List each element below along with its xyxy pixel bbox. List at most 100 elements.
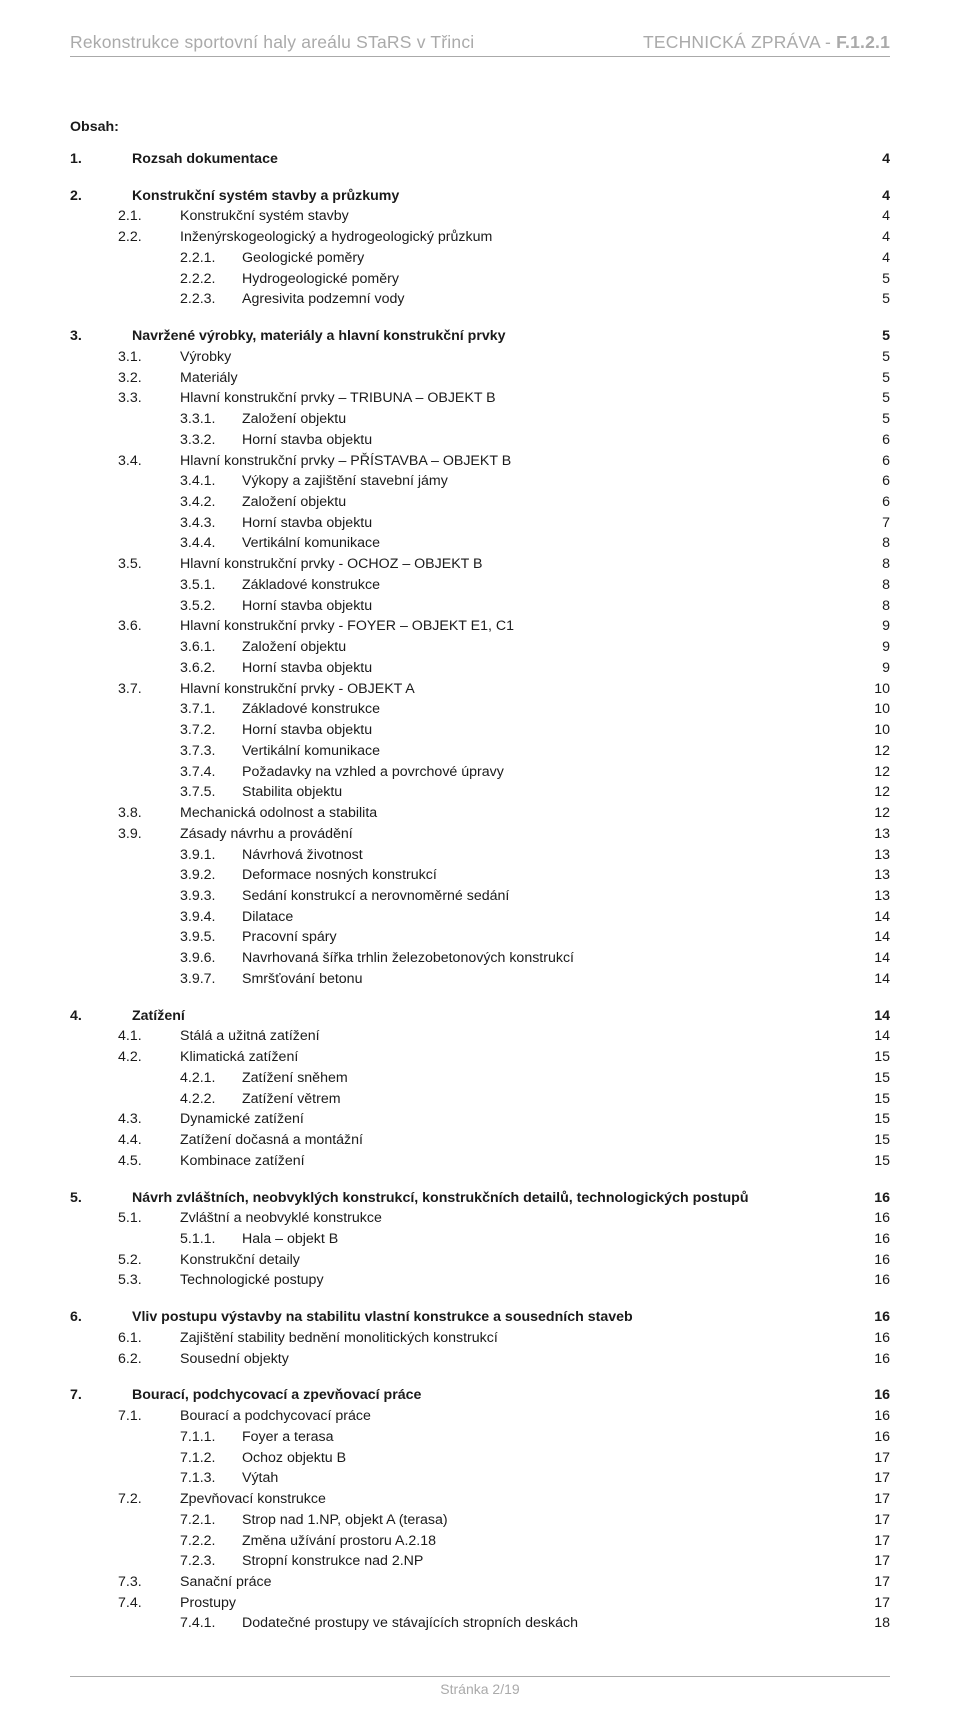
toc-number: 6.2.	[118, 1349, 180, 1370]
toc-page: 4	[862, 227, 890, 248]
toc-page: 5	[862, 409, 890, 430]
toc-row-level3: 3.3.2.Horní stavba objektu6	[70, 430, 890, 451]
toc-number: 3.7.1.	[180, 699, 242, 720]
toc-number: 7.4.1.	[180, 1613, 242, 1634]
toc-number: 3.3.2.	[180, 430, 242, 451]
toc-number: 5.1.1.	[180, 1229, 242, 1250]
toc-page: 4	[862, 206, 890, 227]
toc-number: 3.3.1.	[180, 409, 242, 430]
toc-text: Zatížení dočasná a montážní	[180, 1130, 862, 1151]
toc-row-level3: 5.1.1.Hala – objekt B16	[70, 1229, 890, 1250]
table-of-contents: 1.Rozsah dokumentace42.Konstrukční systé…	[70, 149, 890, 1634]
toc-text: Stabilita objektu	[242, 782, 862, 803]
toc-page: 16	[862, 1208, 890, 1229]
toc-row-level3: 2.2.1.Geologické poměry4	[70, 248, 890, 269]
header-left: Rekonstrukce sportovní haly areálu STaRS…	[70, 32, 474, 53]
toc-number: 3.7.4.	[180, 762, 242, 783]
toc-number: 3.7.3.	[180, 741, 242, 762]
toc-page: 10	[862, 720, 890, 741]
toc-text: Rozsah dokumentace	[132, 149, 862, 170]
toc-row-level1: 6.Vliv postupu výstavby na stabilitu vla…	[70, 1307, 890, 1328]
toc-number: 7.1.3.	[180, 1468, 242, 1489]
toc-text: Návrhová životnost	[242, 845, 862, 866]
toc-text: Základové konstrukce	[242, 575, 862, 596]
toc-row-level2: 3.7.Hlavní konstrukční prvky - OBJEKT A1…	[70, 679, 890, 700]
toc-row-level2: 3.3.Hlavní konstrukční prvky – TRIBUNA –…	[70, 388, 890, 409]
toc-text: Hlavní konstrukční prvky – TRIBUNA – OBJ…	[180, 388, 862, 409]
toc-page: 16	[862, 1270, 890, 1291]
toc-number: 3.9.2.	[180, 865, 242, 886]
toc-page: 14	[862, 907, 890, 928]
toc-number: 6.	[70, 1307, 132, 1328]
toc-row-level3: 7.2.3.Stropní konstrukce nad 2.NP17	[70, 1551, 890, 1572]
toc-text: Navržené výrobky, materiály a hlavní kon…	[132, 326, 862, 347]
toc-row-level2: 3.8.Mechanická odolnost a stabilita12	[70, 803, 890, 824]
toc-page: 9	[862, 637, 890, 658]
toc-number: 4.5.	[118, 1151, 180, 1172]
toc-text: Založení objektu	[242, 409, 862, 430]
toc-text: Hlavní konstrukční prvky - OCHOZ – OBJEK…	[180, 554, 862, 575]
toc-row-level2: 7.4.Prostupy17	[70, 1593, 890, 1614]
toc-row-level3: 7.1.1.Foyer a terasa16	[70, 1427, 890, 1448]
toc-page: 8	[862, 533, 890, 554]
toc-number: 3.5.2.	[180, 596, 242, 617]
toc-row-level2: 4.1.Stálá a užitná zatížení14	[70, 1026, 890, 1047]
toc-page: 17	[862, 1468, 890, 1489]
toc-row-level1: 7.Bourací, podchycovací a zpevňovací prá…	[70, 1385, 890, 1406]
toc-text: Materiály	[180, 368, 862, 389]
toc-number: 2.	[70, 186, 132, 207]
toc-number: 3.1.	[118, 347, 180, 368]
toc-page: 15	[862, 1151, 890, 1172]
toc-page: 6	[862, 471, 890, 492]
toc-row-level3: 3.7.3.Vertikální komunikace12	[70, 741, 890, 762]
toc-text: Výrobky	[180, 347, 862, 368]
toc-text: Zajištění stability bednění monolitickýc…	[180, 1328, 862, 1349]
toc-number: 3.4.2.	[180, 492, 242, 513]
toc-page: 17	[862, 1510, 890, 1531]
toc-number: 3.9.3.	[180, 886, 242, 907]
toc-text: Sedání konstrukcí a nerovnoměrné sedání	[242, 886, 862, 907]
toc-row-level2: 3.6.Hlavní konstrukční prvky - FOYER – O…	[70, 616, 890, 637]
toc-row-level3: 3.5.1.Základové konstrukce8	[70, 575, 890, 596]
toc-page: 17	[862, 1448, 890, 1469]
toc-text: Horní stavba objektu	[242, 720, 862, 741]
toc-page: 8	[862, 575, 890, 596]
toc-page: 6	[862, 492, 890, 513]
toc-page: 5	[862, 326, 890, 347]
toc-page: 16	[862, 1229, 890, 1250]
toc-number: 4.2.	[118, 1047, 180, 1068]
toc-number: 6.1.	[118, 1328, 180, 1349]
toc-text: Deformace nosných konstrukcí	[242, 865, 862, 886]
toc-number: 3.3.	[118, 388, 180, 409]
toc-row-level3: 3.9.4.Dilatace14	[70, 907, 890, 928]
toc-page: 6	[862, 451, 890, 472]
toc-page: 7	[862, 513, 890, 534]
toc-page: 17	[862, 1551, 890, 1572]
toc-row-level3: 3.9.6.Navrhovaná šířka trhlin železobeto…	[70, 948, 890, 969]
toc-row-level2: 3.5.Hlavní konstrukční prvky - OCHOZ – O…	[70, 554, 890, 575]
toc-text: Vliv postupu výstavby na stabilitu vlast…	[132, 1307, 862, 1328]
toc-text: Konstrukční detaily	[180, 1250, 862, 1271]
toc-page: 8	[862, 596, 890, 617]
toc-text: Konstrukční systém stavby a průzkumy	[132, 186, 862, 207]
toc-page: 14	[862, 948, 890, 969]
toc-text: Foyer a terasa	[242, 1427, 862, 1448]
toc-page: 4	[862, 248, 890, 269]
toc-text: Zatížení větrem	[242, 1089, 862, 1110]
toc-row-level3: 3.9.1.Návrhová životnost13	[70, 845, 890, 866]
toc-number: 3.7.	[118, 679, 180, 700]
toc-number: 3.	[70, 326, 132, 347]
toc-number: 3.9.4.	[180, 907, 242, 928]
toc-row-level3: 2.2.2.Hydrogeologické poměry5	[70, 269, 890, 290]
toc-row-level2: 6.1.Zajištění stability bednění monoliti…	[70, 1328, 890, 1349]
toc-text: Založení objektu	[242, 637, 862, 658]
toc-page: 14	[862, 1006, 890, 1027]
toc-text: Dilatace	[242, 907, 862, 928]
toc-number: 5.3.	[118, 1270, 180, 1291]
toc-text: Horní stavba objektu	[242, 513, 862, 534]
toc-number: 7.1.2.	[180, 1448, 242, 1469]
toc-row-level2: 5.1.Zvláštní a neobvyklé konstrukce16	[70, 1208, 890, 1229]
toc-number: 3.9.	[118, 824, 180, 845]
toc-row-level3: 7.4.1.Dodatečné prostupy ve stávajících …	[70, 1613, 890, 1634]
toc-row-level2: 3.1.Výrobky5	[70, 347, 890, 368]
